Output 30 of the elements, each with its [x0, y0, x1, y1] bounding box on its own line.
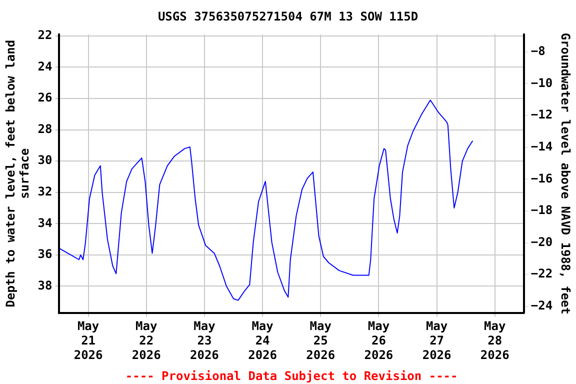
chart-title: USGS 375635075271504 67M 13 SOW 115D: [158, 9, 418, 24]
y-tick-label: 34: [38, 216, 52, 230]
x-tick-label: May 21 2026: [74, 319, 103, 362]
x-tick-label: May 28 2026: [480, 319, 510, 362]
y-tick-label: 32: [38, 184, 52, 198]
y-axis-title: Depth to water level, feet below land surface: [3, 40, 32, 308]
x-tick-label: May 22 2026: [132, 319, 161, 362]
y-tick-label: 38: [38, 278, 52, 292]
y2-tick-label: −16: [530, 171, 553, 186]
y2-tick-label: −12: [530, 108, 553, 122]
y2-axis-title: Groundwater level above NAVD 1988, feet: [558, 32, 573, 314]
y-tick-label: 22: [38, 28, 52, 42]
y-tick-label: 30: [38, 153, 52, 168]
y2-tick-label: −20: [530, 234, 553, 249]
y2-tick-label: −22: [530, 266, 553, 281]
y2-tick-label: −14: [530, 139, 553, 154]
x-tick-label: May 27 2026: [422, 319, 452, 362]
text: ---- Provisional Data Subject to Revision ----: [125, 369, 458, 383]
y2-tick-label: −18: [530, 203, 553, 218]
y2-tick-label: −24: [530, 298, 553, 313]
y-tick-label: 36: [38, 247, 52, 262]
x-tick-label: May 24 2026: [248, 319, 277, 362]
y-tick-label: 26: [38, 90, 52, 105]
y2-tick-label: −10: [530, 76, 553, 90]
x-tick-label: May 25 2026: [306, 319, 336, 362]
y2-tick-label: −8: [530, 44, 546, 58]
y-tick-label: 24: [38, 59, 52, 74]
x-tick-label: May 23 2026: [190, 319, 219, 362]
x-tick-label: May 26 2026: [364, 319, 394, 362]
y-tick-label: 28: [38, 122, 52, 136]
